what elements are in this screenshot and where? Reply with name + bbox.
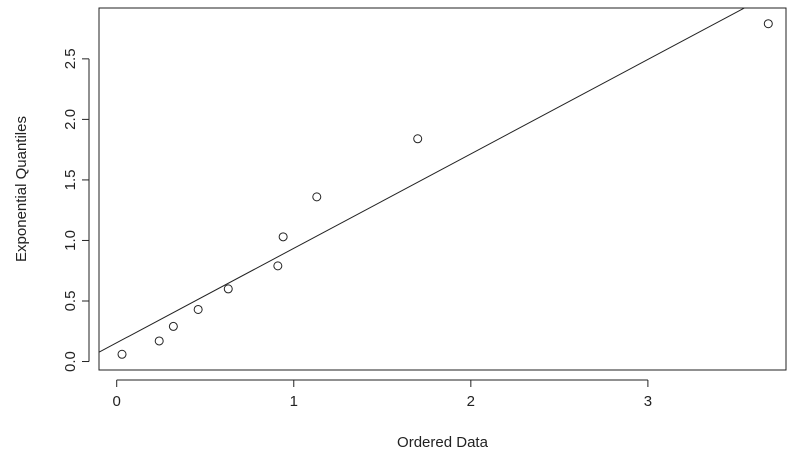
x-tick-label: 1 (290, 393, 298, 410)
reference-line (99, 8, 746, 353)
data-point (117, 349, 127, 359)
data-point (168, 321, 178, 331)
x-axis-label: Ordered Data (397, 434, 489, 451)
y-axis: 0.0 0.5 1.0 1.5 2.0 2.5 (62, 48, 90, 372)
data-points-layer (117, 19, 773, 359)
x-axis: 0 1 2 3 (113, 379, 652, 410)
y-tick-label: 1.5 (62, 169, 79, 190)
data-point (193, 304, 203, 314)
y-tick-label: 1.0 (62, 230, 79, 251)
data-point (278, 232, 288, 242)
data-point (223, 284, 233, 294)
y-tick-label: 0.5 (62, 291, 79, 312)
plot-area (98, 7, 787, 371)
data-point (154, 336, 164, 346)
y-tick-label: 2.0 (62, 109, 79, 130)
x-tick-label: 3 (644, 393, 652, 410)
y-tick-label: 0.0 (62, 351, 79, 372)
y-tick-label: 2.5 (62, 48, 79, 69)
y-axis-label: Exponential Quantiles (13, 116, 30, 262)
data-point (413, 134, 423, 144)
data-point (763, 19, 773, 29)
x-tick-label: 2 (467, 393, 475, 410)
data-point (273, 261, 283, 271)
x-tick-label: 0 (113, 393, 121, 410)
reference-line-layer (99, 8, 746, 353)
data-point (312, 192, 322, 202)
